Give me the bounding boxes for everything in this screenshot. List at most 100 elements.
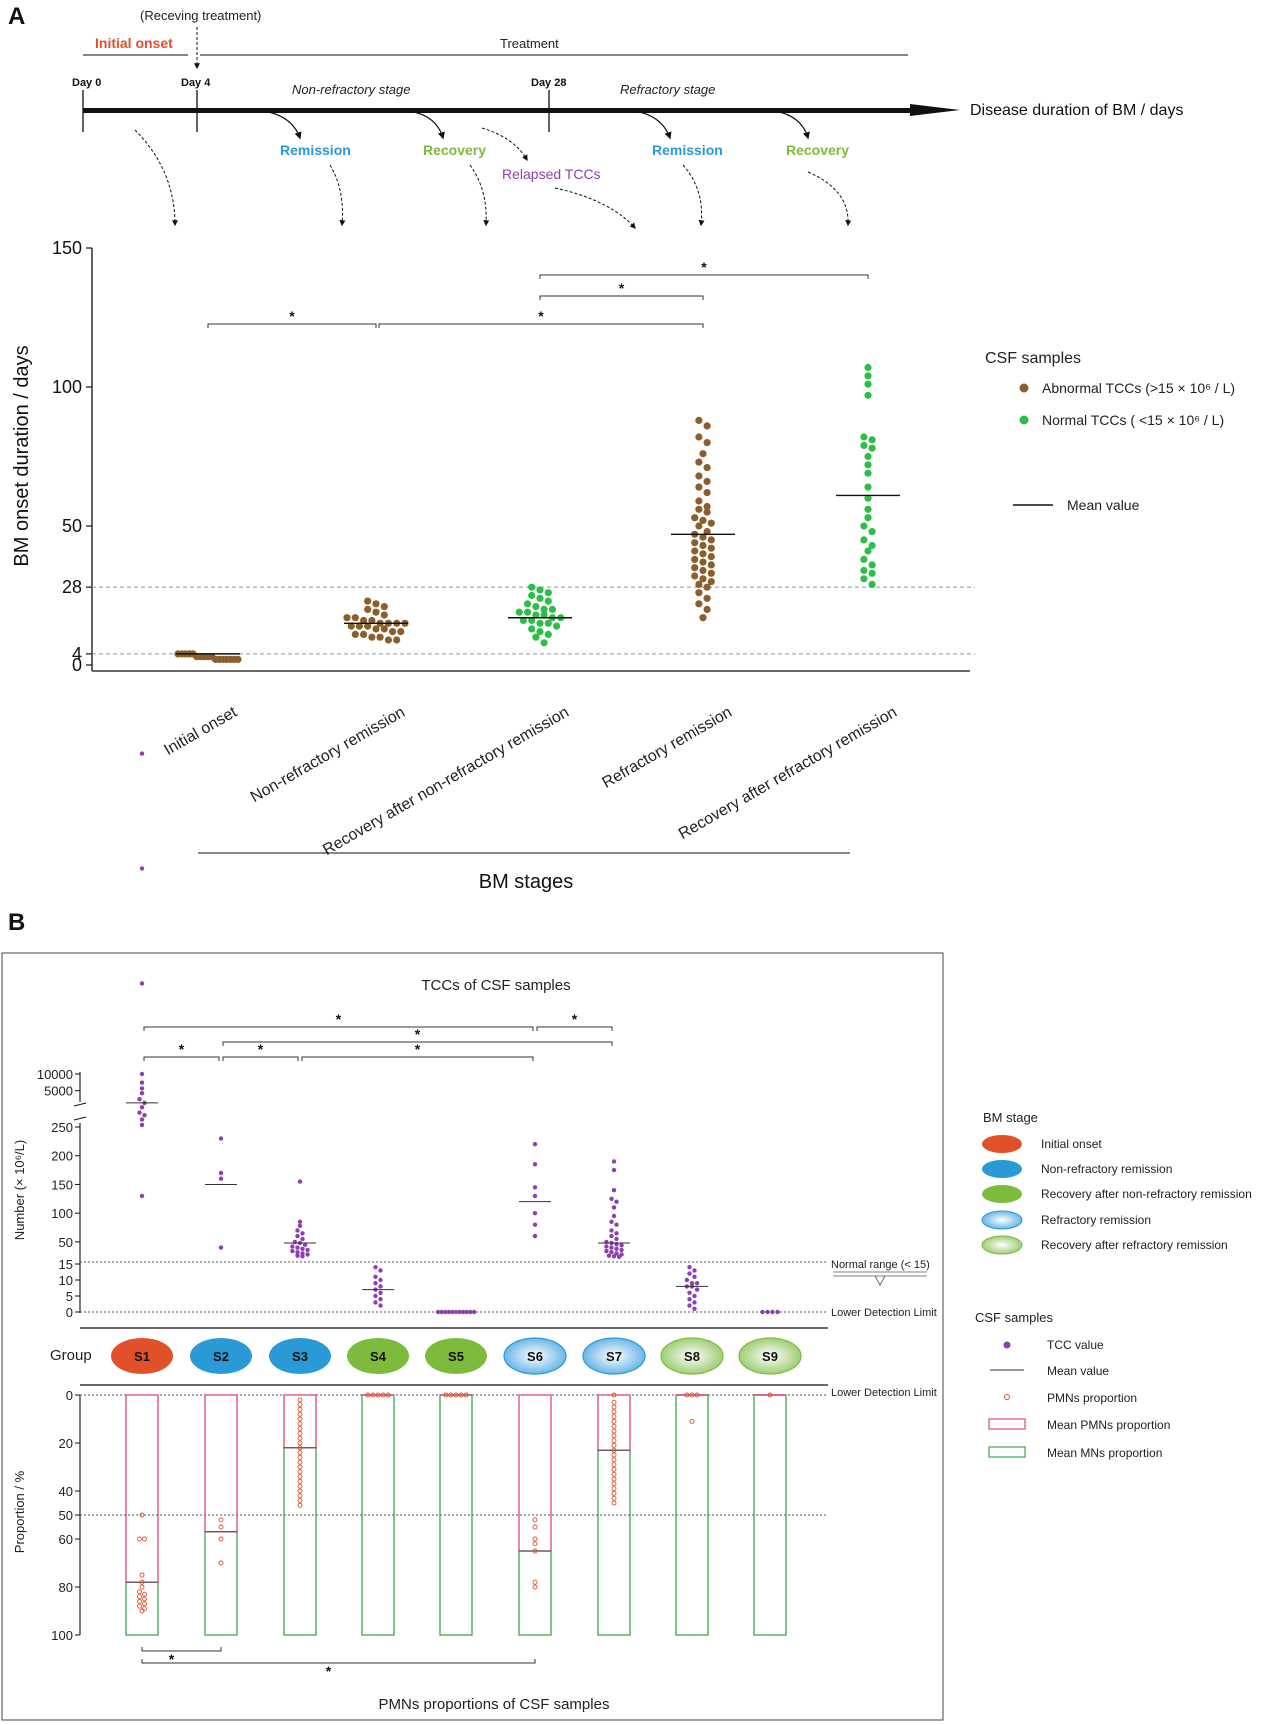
chart-a-point-3-37	[707, 578, 715, 586]
chart-c-pmn-bar-S1	[125, 1394, 159, 1583]
chart-c-point-0-9	[142, 1596, 147, 1602]
chart-c-point-7-3	[689, 1418, 695, 1424]
chart-c-ytick-label-50: 50	[59, 1508, 73, 1523]
chart-a-point-2-2	[544, 589, 552, 597]
legend-a-abnormal: Abnormal TCCs (>15 × 10⁶ / L)	[1042, 380, 1235, 396]
chart-a-point-4-20	[860, 555, 868, 564]
chart-c-point-5-0	[532, 1517, 538, 1523]
chart-b-sig-1-bracket	[536, 1026, 613, 1031]
chart-a-point-4-6	[860, 441, 868, 449]
chart-a-point-2-0	[528, 583, 536, 591]
chart-a-point-3-29	[691, 555, 699, 564]
chart-b-point-2-3	[295, 1228, 300, 1233]
chart-b-point-6-20	[619, 1247, 624, 1253]
legend-b-csf-item-1: Mean value	[1047, 1364, 1109, 1378]
chart-c-point-4-1	[448, 1392, 454, 1398]
chart-a-point-1-24	[376, 633, 384, 641]
chart-a-sig-2-star: *	[619, 280, 625, 296]
chart-a-point-3-34	[707, 569, 715, 577]
chart-b-point-8-3	[775, 1309, 780, 1315]
chart-a-point-1-17	[372, 625, 380, 633]
chart-c-point-2-2	[297, 1406, 303, 1412]
chart-a-point-2-20	[553, 622, 561, 630]
chart-b-point-7-15	[692, 1306, 697, 1312]
chart-c-ytick-label-40: 40	[59, 1484, 73, 1499]
chart-c-point-2-10	[297, 1445, 303, 1451]
chart-a-point-3-38	[695, 580, 703, 589]
group-pill-S7	[582, 1337, 646, 1375]
chart-b-point-0-7	[137, 1097, 142, 1102]
chart-c-point-2-22	[297, 1502, 303, 1508]
chart-c-point-6-5	[611, 1418, 617, 1424]
chart-c-point-5-2	[532, 1536, 538, 1542]
chart-b-point-6-11	[609, 1233, 614, 1239]
chart-a-point-2-9	[548, 605, 557, 614]
chart-c-point-5-4	[532, 1548, 538, 1554]
chart-a-point-3-2	[695, 433, 703, 441]
chart-c-point-2-15	[297, 1469, 303, 1475]
chart-b-point-2-18	[295, 1253, 300, 1258]
chart-c-point-6-6	[611, 1423, 617, 1429]
legend-a-title: CSF samples	[985, 350, 1081, 367]
chart-a-point-4-8	[864, 452, 872, 461]
chart-b-point-2-1	[297, 1219, 303, 1225]
chart-b-point-7-0	[687, 1265, 692, 1270]
legend-b-stage-marker-2	[982, 1185, 1022, 1203]
arrow-to-initial	[134, 129, 178, 227]
chart-c-point-0-13	[142, 1606, 147, 1612]
chart-c-ylabel: Proportion / %	[12, 1470, 27, 1553]
chart-b-point-3-1	[378, 1268, 383, 1273]
chart-c-point-2-4	[297, 1416, 303, 1422]
chart-b-point-4-5	[453, 1309, 459, 1315]
chart-c-pmn-bar-S2	[204, 1394, 238, 1533]
chart-b-sig-2-star: *	[415, 1026, 421, 1042]
chart-b-ytick-label-150: 150	[51, 1177, 73, 1192]
chart-a-point-3-24	[699, 541, 707, 550]
chart-c-mn-bar-S7	[597, 1449, 631, 1636]
legend-b-stage-marker-4	[981, 1235, 1023, 1255]
chart-a-point-2-25	[540, 639, 548, 647]
chart-a-point-4-5	[868, 436, 876, 444]
chart-b-point-0-14	[139, 1193, 145, 1199]
chart-a-point-4-17	[860, 536, 868, 544]
chart-c-point-3-0	[365, 1392, 371, 1398]
chart-b-point-2-9	[302, 1242, 308, 1248]
chart-b-point-0-11	[142, 1113, 147, 1118]
chart-b-point-4-2	[443, 1309, 448, 1315]
chart-b-axis-break	[73, 1102, 87, 1121]
chart-a-point-3-43	[703, 605, 711, 614]
day28-label: Day 28	[531, 77, 566, 89]
arrow-to-ref	[554, 187, 636, 229]
chart-c-point-2-7	[297, 1430, 303, 1436]
chart-c-point-0-12	[137, 1603, 142, 1609]
group-label-S4: S4	[370, 1349, 387, 1364]
group-label-S7: S7	[606, 1349, 622, 1364]
chart-c-point-2-8	[297, 1435, 303, 1441]
chart-a-point-2-24	[532, 633, 540, 641]
chart-b-ytick-label-15: 15	[59, 1257, 73, 1272]
chart-b-sig-3-bracket	[143, 1056, 220, 1061]
chart-b-point-3-7	[378, 1290, 383, 1296]
chart-b-point-6-25	[606, 1253, 612, 1258]
chart-a-point-1-1	[372, 600, 380, 608]
chart-b-point-2-13	[305, 1247, 310, 1253]
group-pill-S4	[347, 1338, 409, 1374]
chart-b-sig-2-bracket	[222, 1041, 613, 1046]
legend-b-stage-title: BM stage	[983, 1110, 1038, 1125]
chart-c-point-1-3	[218, 1560, 224, 1566]
legend-b-stage-marker-1	[982, 1160, 1022, 1178]
chart-a-point-4-10	[864, 469, 872, 477]
chart-b-pmn: Proportion / % 0 20 40 50 60 80 100 * *	[12, 1388, 828, 1679]
chart-b-point-1-0	[218, 1136, 224, 1141]
chart-c-sig-star-0: *	[169, 1651, 175, 1667]
chart-a-point-3-44	[699, 614, 707, 622]
chart-a-point-1-18	[380, 625, 388, 633]
chart-b-ytick-label-250: 250	[51, 1120, 73, 1135]
chart-a-point-1-19	[389, 628, 397, 636]
chart-c-point-6-12	[611, 1452, 617, 1458]
chart-a-point-1-3	[364, 605, 372, 614]
legend-b-csf-item-4: Mean MNs proportion	[1047, 1446, 1162, 1460]
chart-a-point-2-5	[544, 597, 552, 605]
chart-c-point-6-2	[611, 1404, 617, 1410]
group-label-S8: S8	[684, 1349, 700, 1364]
